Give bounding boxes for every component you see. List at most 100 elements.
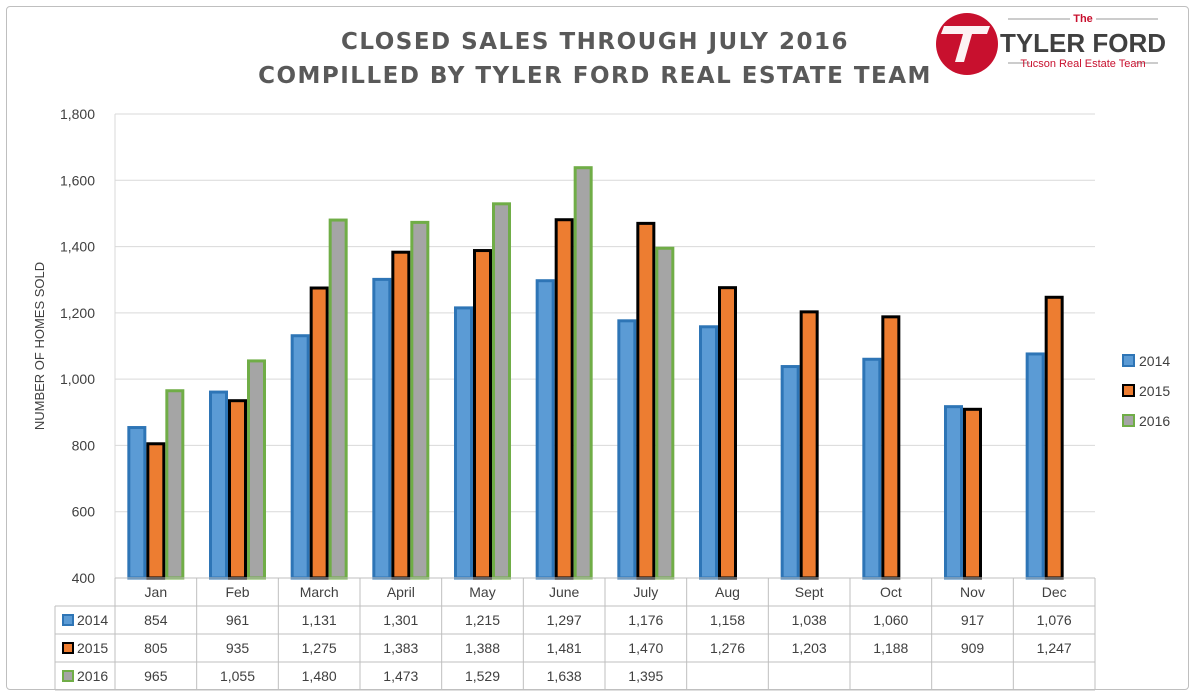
- bar-2014-dec: [1025, 352, 1045, 580]
- bar-2014-aug: [699, 325, 718, 580]
- data-label: 1,638: [547, 668, 582, 684]
- data-label: 1,297: [547, 612, 582, 628]
- bar-2016-march: [328, 218, 348, 580]
- y-axis-label: NUMBER OF HOMES SOLD: [32, 262, 47, 430]
- bar-2015-feb: [228, 399, 247, 580]
- data-label: 961: [226, 612, 250, 628]
- bar-2014-april: [372, 277, 392, 580]
- bar-2015-may: [473, 249, 492, 580]
- data-label: 1,215: [465, 612, 500, 628]
- chart-subtitle: COMPILLED BY TYLER FORD REAL ESTATE TEAM: [258, 63, 932, 89]
- x-tick-label: May: [469, 584, 495, 600]
- data-label: 1,176: [628, 612, 663, 628]
- y-tick-label: 1,200: [60, 305, 95, 321]
- y-tick-label: 1,000: [60, 371, 95, 387]
- data-label: 1,529: [465, 668, 500, 684]
- bar-2016-may: [492, 202, 511, 580]
- data-label: 1,038: [792, 612, 827, 628]
- x-tick-label: Sept: [795, 584, 824, 600]
- bar-2015-jan: [146, 442, 166, 580]
- data-label: 1,395: [628, 668, 663, 684]
- legend-label-2015: 2015: [1139, 383, 1170, 399]
- chart-title: CLOSED SALES THROUGH JULY 2016: [341, 29, 849, 55]
- data-label: 1,383: [383, 640, 418, 656]
- data-label: 909: [961, 640, 985, 656]
- data-label: 1,203: [792, 640, 827, 656]
- bar-2014-feb: [209, 390, 228, 580]
- legend-swatch-2015: [1122, 384, 1135, 397]
- x-tick-label: March: [300, 584, 339, 600]
- table-series-name: 2014: [77, 612, 108, 628]
- data-label: 1,275: [302, 640, 337, 656]
- x-tick-label: April: [387, 584, 415, 600]
- y-tick-label: 800: [72, 437, 96, 453]
- x-tick-label: Dec: [1042, 584, 1067, 600]
- bar-2016-feb: [247, 359, 266, 580]
- data-label: 1,301: [383, 612, 418, 628]
- bar-2015-july: [636, 221, 656, 580]
- data-label: 1,388: [465, 640, 500, 656]
- data-label: 935: [226, 640, 250, 656]
- x-tick-label: Jan: [145, 584, 168, 600]
- bar-2014-nov: [944, 405, 963, 580]
- bar-2016-july: [655, 246, 675, 580]
- data-label: 1,473: [383, 668, 418, 684]
- tyler-ford-logo: TF The TYLER FORD Tucson Real Estate Tea…: [936, 13, 1166, 75]
- bar-2015-march: [309, 286, 329, 580]
- bar-2015-nov: [963, 407, 982, 580]
- bar-2016-june: [573, 166, 593, 580]
- bar-2014-sept: [780, 365, 800, 580]
- bar-2014-june: [535, 279, 555, 580]
- bar-2015-june: [554, 218, 574, 580]
- data-label: 1,055: [220, 668, 255, 684]
- bar-2014-jan: [127, 426, 147, 580]
- data-label: 1,188: [873, 640, 908, 656]
- data-label: 1,470: [628, 640, 663, 656]
- x-tick-label: Nov: [960, 584, 985, 600]
- table-series-swatch: [62, 642, 74, 654]
- legend-label-2014: 2014: [1139, 353, 1170, 369]
- bar-2016-april: [410, 220, 430, 580]
- bar-2015-aug: [718, 286, 737, 580]
- table-series-swatch: [62, 614, 74, 626]
- bar-2015-sept: [799, 310, 819, 580]
- data-label: 917: [961, 612, 985, 628]
- data-label: 965: [144, 668, 168, 684]
- logo-tagline: Tucson Real Estate Team: [1020, 58, 1145, 70]
- table-series-name: 2015: [77, 640, 108, 656]
- y-tick-label: 600: [72, 504, 96, 520]
- logo-the: The: [1073, 13, 1093, 25]
- bar-2015-april: [391, 250, 411, 580]
- bar-2014-march: [290, 334, 310, 580]
- data-label: 1,247: [1037, 640, 1072, 656]
- legend-swatch-2016: [1122, 414, 1135, 427]
- table-series-name: 2016: [77, 668, 108, 684]
- x-tick-label: June: [549, 584, 580, 600]
- bar-2015-dec: [1044, 295, 1064, 580]
- data-label: 805: [144, 640, 168, 656]
- y-tick-label: 1,800: [60, 106, 95, 122]
- data-label: 854: [144, 612, 168, 628]
- bar-2014-july: [617, 319, 637, 580]
- data-label: 1,480: [302, 668, 337, 684]
- data-label: 1,481: [547, 640, 582, 656]
- bar-2014-may: [454, 306, 473, 580]
- x-tick-label: Oct: [880, 584, 902, 600]
- data-label: 1,076: [1037, 612, 1072, 628]
- legend-swatch-2014: [1122, 354, 1135, 367]
- x-tick-label: Aug: [715, 584, 740, 600]
- logo-name: TYLER FORD: [1000, 28, 1166, 58]
- x-tick-label: Feb: [225, 584, 249, 600]
- logo-t-shape: [941, 26, 990, 62]
- data-label: 1,158: [710, 612, 745, 628]
- table-series-swatch: [62, 670, 74, 682]
- legend-label-2016: 2016: [1139, 413, 1170, 429]
- data-label: 1,276: [710, 640, 745, 656]
- bar-2014-oct: [862, 357, 882, 580]
- bar-2015-oct: [881, 315, 901, 580]
- x-tick-label: July: [633, 584, 658, 600]
- data-label: 1,131: [302, 612, 337, 628]
- y-tick-label: 1,600: [60, 172, 95, 188]
- bar-2016-jan: [165, 389, 185, 580]
